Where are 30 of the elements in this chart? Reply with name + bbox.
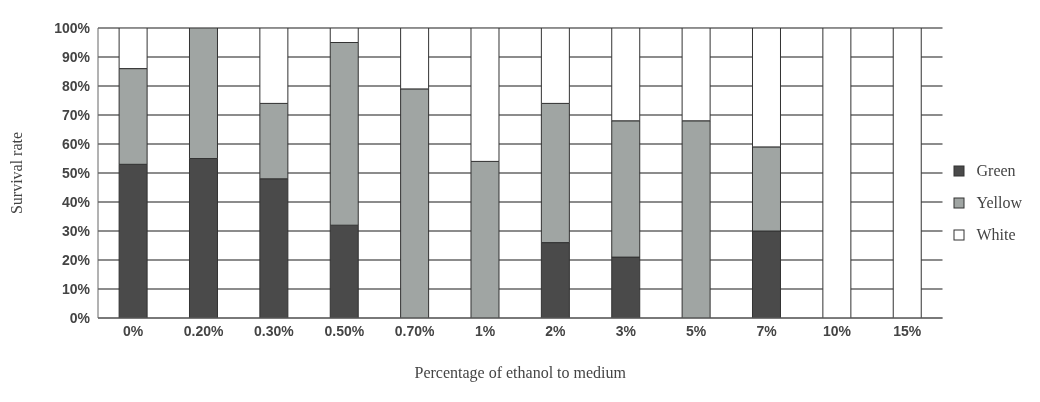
x-tick-label: 15% xyxy=(893,322,922,339)
x-tick-label: 10% xyxy=(822,322,852,339)
legend-label: Green xyxy=(976,162,1016,180)
y-tick-label: 50% xyxy=(61,164,91,181)
y-tick-label: 70% xyxy=(61,106,91,123)
x-tick-label: 5% xyxy=(686,322,707,339)
bar xyxy=(892,28,922,318)
x-tick-label: 7% xyxy=(756,322,778,339)
y-axis-title: Survival rate xyxy=(7,131,25,215)
x-tick-label: 2% xyxy=(545,322,567,339)
y-tick-label: 90% xyxy=(61,48,91,65)
x-tick-label: 3% xyxy=(615,322,637,339)
legend-label: White xyxy=(976,226,1016,244)
y-tick-label: 10% xyxy=(61,280,91,297)
y-tick-label: 40% xyxy=(61,193,91,210)
y-tick-label: 30% xyxy=(61,222,91,239)
legend-label: Yellow xyxy=(976,194,1022,212)
x-tick-label: 0% xyxy=(123,322,144,339)
x-tick-label: 0.70% xyxy=(394,322,436,339)
x-tick-label: 0.30% xyxy=(254,322,295,339)
bar xyxy=(822,28,852,318)
x-tick-label: 0.50% xyxy=(324,322,365,339)
x-tick-label: 0.20% xyxy=(183,322,224,339)
y-tick-label: 60% xyxy=(61,135,91,152)
y-tick-label: 20% xyxy=(61,251,91,268)
y-tick-label: 100% xyxy=(54,19,91,36)
y-tick-label: 0% xyxy=(69,309,91,326)
y-tick-label: 80% xyxy=(61,77,91,94)
x-axis-title: Percentage of ethanol to medium xyxy=(414,364,627,382)
x-tick-label: 1% xyxy=(474,322,496,339)
